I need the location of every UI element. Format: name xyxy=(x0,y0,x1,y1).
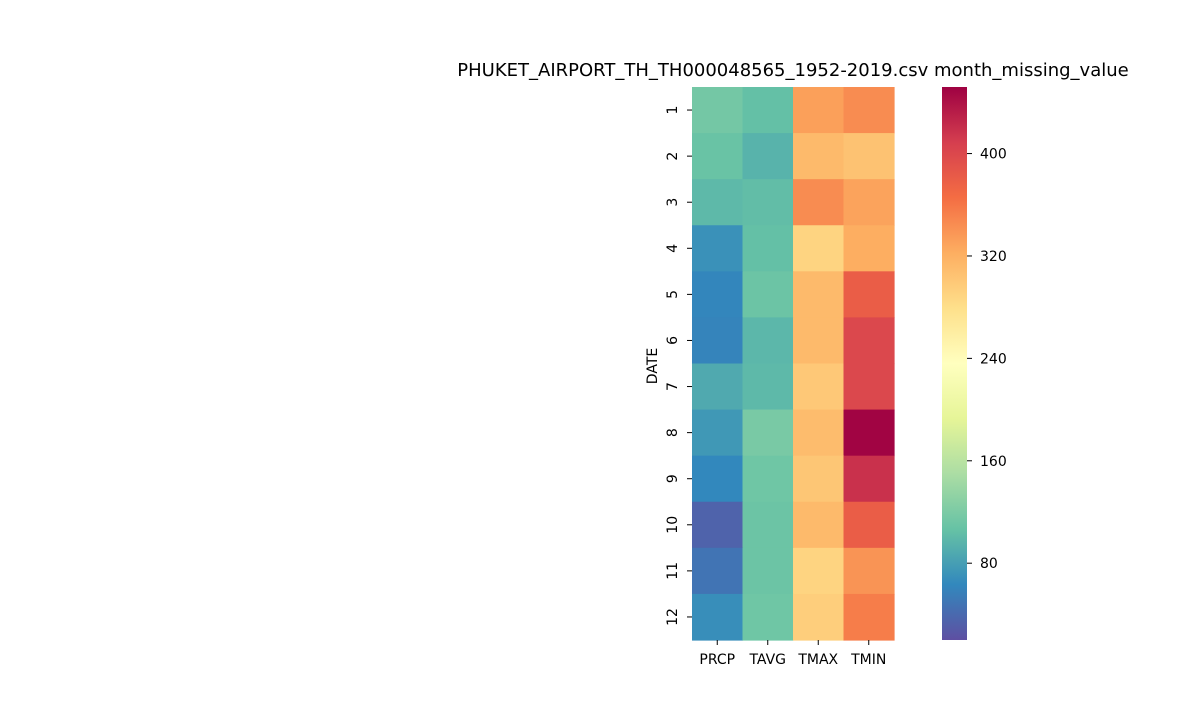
y-tick-label: 9 xyxy=(665,474,681,483)
colorbar-ticks: 80 160 240 320 400 xyxy=(967,147,1007,572)
heatmap-cell xyxy=(692,317,744,365)
x-axis-ticks: PRCP TAVG TMAX TMIN xyxy=(699,640,886,668)
heatmap-cell xyxy=(843,133,895,180)
heatmap-cells xyxy=(692,87,895,641)
heatmap-cell xyxy=(692,225,744,272)
y-tick-label: 6 xyxy=(665,336,681,345)
heatmap-cell xyxy=(742,271,794,319)
y-tick-label: 2 xyxy=(665,152,681,161)
heatmap-cell xyxy=(843,271,895,319)
x-tick-label: TMAX xyxy=(797,652,838,668)
heatmap-cell xyxy=(742,133,794,180)
colorbar-tick-label: 240 xyxy=(980,351,1007,367)
heatmap-cell xyxy=(843,179,895,226)
y-tick-label: 11 xyxy=(665,562,681,580)
heatmap-cell xyxy=(692,409,744,457)
heatmap-cell xyxy=(843,593,895,641)
heatmap-cell xyxy=(793,547,845,595)
heatmap-cell xyxy=(793,133,845,180)
heatmap-cell xyxy=(793,179,845,226)
heatmap-cell xyxy=(843,501,895,549)
chart-title: PHUKET_AIRPORT_TH_TH000048565_1952-2019.… xyxy=(457,60,1128,81)
heatmap-cell xyxy=(742,547,794,595)
heatmap-cell xyxy=(843,363,895,411)
y-tick-label: 4 xyxy=(665,244,681,253)
y-tick-label: 12 xyxy=(665,608,681,626)
y-axis-label: DATE xyxy=(645,348,661,384)
heatmap-cell xyxy=(793,87,845,134)
x-tick-label: PRCP xyxy=(699,652,735,668)
heatmap-cell xyxy=(692,363,744,411)
x-tick-label: TAVG xyxy=(748,652,786,668)
heatmap-cell xyxy=(793,409,845,457)
heatmap-cell xyxy=(742,363,794,411)
heatmap-cell xyxy=(742,87,794,134)
heatmap-cell xyxy=(793,225,845,272)
y-tick-label: 5 xyxy=(665,290,681,299)
heatmap-cell xyxy=(843,547,895,595)
heatmap-cell xyxy=(742,455,794,503)
heatmap-cell xyxy=(692,87,744,134)
heatmap-cell xyxy=(742,317,794,365)
heatmap-cell xyxy=(692,133,744,180)
heatmap-cell xyxy=(692,271,744,319)
heatmap-cell xyxy=(793,455,845,503)
heatmap-cell xyxy=(793,501,845,549)
heatmap-cell xyxy=(742,225,794,272)
heatmap-cell xyxy=(742,179,794,226)
y-tick-label: 3 xyxy=(665,198,681,207)
heatmap-cell xyxy=(843,317,895,365)
heatmap-cell xyxy=(843,225,895,272)
y-tick-label: 10 xyxy=(665,516,681,534)
heatmap-cell xyxy=(843,87,895,134)
x-tick-label: TMIN xyxy=(850,652,886,668)
heatmap-cell xyxy=(793,363,845,411)
colorbar-tick-label: 400 xyxy=(980,147,1007,163)
heatmap-cell xyxy=(692,593,744,641)
colorbar-tick-label: 320 xyxy=(980,249,1007,265)
heatmap-cell xyxy=(692,179,744,226)
y-tick-label: 7 xyxy=(665,382,681,391)
y-tick-label: 1 xyxy=(665,106,681,115)
y-tick-label: 8 xyxy=(665,428,681,437)
colorbar-tick-label: 80 xyxy=(980,556,998,572)
heatmap-cell xyxy=(742,501,794,549)
heatmap-cell xyxy=(793,317,845,365)
heatmap-cell xyxy=(742,409,794,457)
heatmap-cell xyxy=(692,501,744,549)
heatmap-cell xyxy=(742,593,794,641)
heatmap-cell xyxy=(692,455,744,503)
heatmap-cell xyxy=(692,547,744,595)
heatmap-cell xyxy=(793,271,845,319)
heatmap-cell xyxy=(793,593,845,641)
heatmap-cell xyxy=(843,409,895,457)
colorbar-tick-label: 160 xyxy=(980,454,1007,470)
heatmap-cell xyxy=(843,455,895,503)
colorbar xyxy=(942,87,967,640)
